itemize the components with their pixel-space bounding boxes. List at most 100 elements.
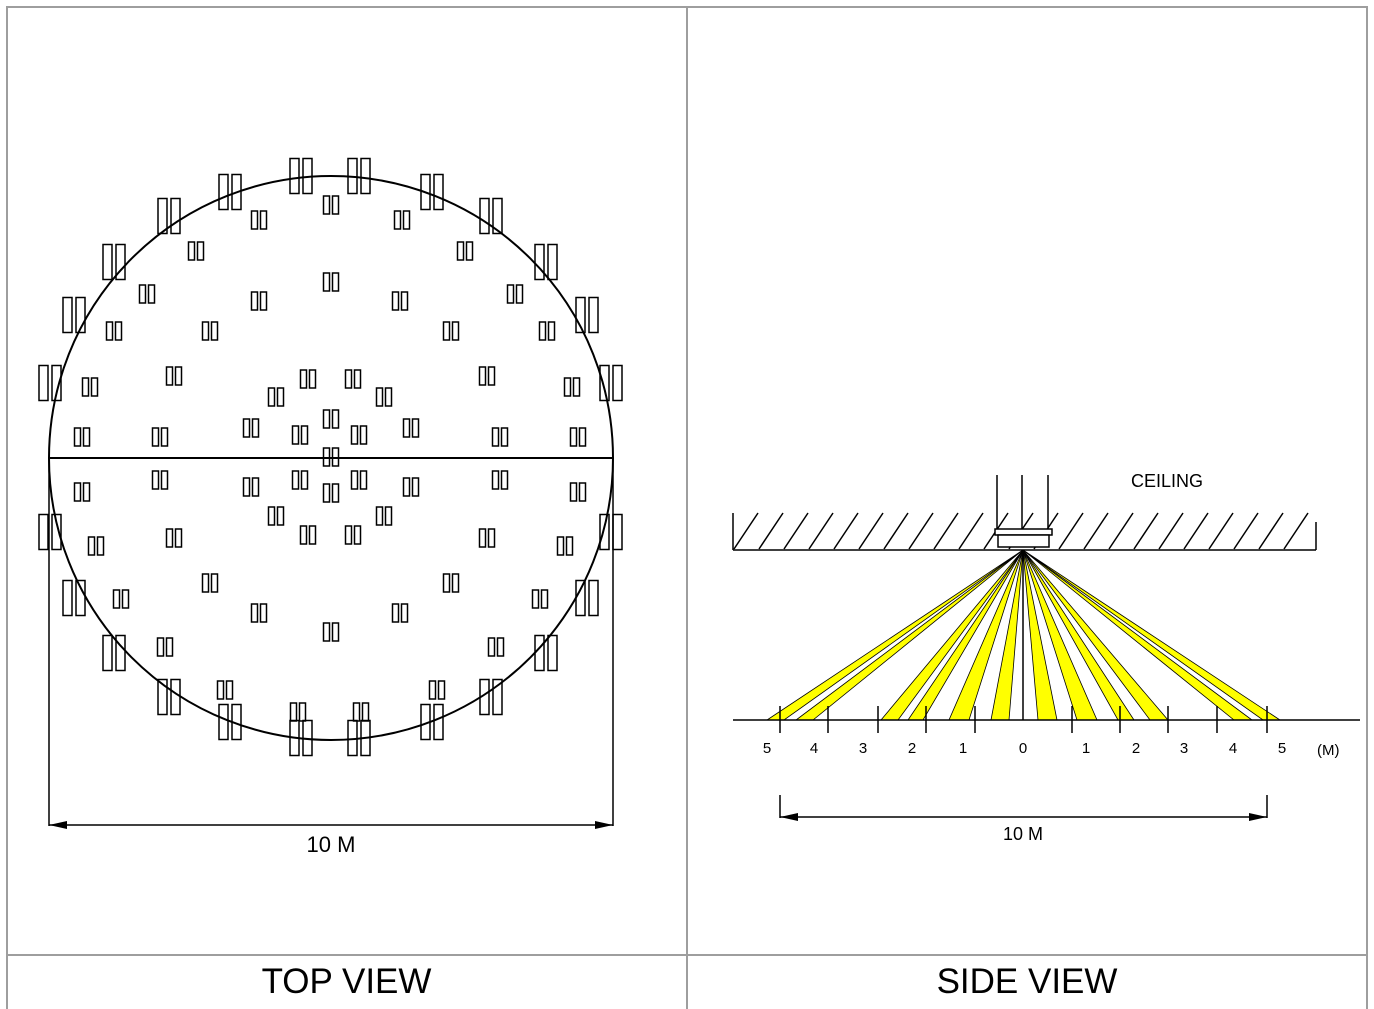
- zone-block-small: [331, 195, 340, 215]
- floor-ticks: [779, 706, 1268, 733]
- zone-block-large: [547, 243, 558, 281]
- zone-block-large: [588, 579, 599, 617]
- zone-block-large: [102, 243, 113, 281]
- zone-block-large: [157, 197, 168, 235]
- zone-block-small: [322, 272, 331, 292]
- scale-label: 3: [1180, 740, 1188, 757]
- zone-block-small: [331, 409, 340, 429]
- zone-block-small: [491, 470, 500, 490]
- scale-label: 2: [1132, 740, 1140, 757]
- hatch-line: [1058, 512, 1084, 550]
- zone-block-small: [391, 291, 400, 311]
- hatch-line: [908, 512, 934, 550]
- zone-block-small: [322, 195, 331, 215]
- zone-block-small: [487, 366, 496, 386]
- panel-frame: [6, 6, 1368, 1009]
- zone-block-small: [331, 272, 340, 292]
- zone-block-small: [112, 589, 121, 609]
- zone-block-small: [442, 321, 451, 341]
- scale-label: 0: [1019, 740, 1027, 757]
- zone-block-small: [165, 637, 174, 657]
- zone-block-large: [62, 579, 73, 617]
- zone-block-small: [456, 241, 465, 261]
- hatch-line: [1133, 512, 1159, 550]
- zone-block-large: [102, 634, 113, 672]
- scale-label: 3: [859, 740, 867, 757]
- scale-label: 1: [1082, 740, 1090, 757]
- zone-block-small: [331, 622, 340, 642]
- zone-block-small: [428, 680, 437, 700]
- zone-block-small: [572, 377, 581, 397]
- zone-block-small: [437, 680, 446, 700]
- zone-block-small: [353, 369, 362, 389]
- zone-block-large: [492, 678, 503, 716]
- zone-block-small: [556, 536, 565, 556]
- zone-block-small: [393, 210, 402, 230]
- zone-block-large: [612, 364, 623, 402]
- zone-block-large: [218, 173, 229, 211]
- zone-block-small: [259, 291, 268, 311]
- zone-block-small: [400, 291, 409, 311]
- dimension-line-side: [779, 795, 1268, 821]
- detection-beam: [765, 549, 1024, 721]
- zone-block-small: [82, 482, 91, 502]
- zone-block-small: [500, 427, 509, 447]
- zone-block-small: [251, 477, 260, 497]
- hatch-line: [733, 512, 759, 550]
- zone-block-small: [73, 427, 82, 447]
- zone-block-large: [75, 579, 86, 617]
- zone-block-large: [51, 513, 62, 551]
- zone-block-large: [534, 634, 545, 672]
- dimension-line-top: [49, 821, 613, 829]
- zone-block-small: [96, 536, 105, 556]
- zone-block-small: [151, 427, 160, 447]
- zone-block-small: [400, 603, 409, 623]
- zone-block-small: [451, 321, 460, 341]
- zone-block-small: [478, 528, 487, 548]
- zone-block-small: [375, 506, 384, 526]
- zone-block-small: [402, 210, 411, 230]
- hatch-line: [1083, 512, 1109, 550]
- hatch-line: [1208, 512, 1234, 550]
- zone-block-small: [259, 603, 268, 623]
- zone-block-small: [478, 366, 487, 386]
- unit-label: (M): [1317, 742, 1340, 759]
- zone-block-small: [300, 425, 309, 445]
- zone-block-small: [187, 241, 196, 261]
- zone-block-small: [322, 622, 331, 642]
- zone-block-small: [121, 589, 130, 609]
- zone-block-small: [259, 210, 268, 230]
- zone-block-small: [344, 525, 353, 545]
- zone-block-small: [105, 321, 114, 341]
- zone-block-small: [491, 427, 500, 447]
- zone-block-small: [359, 425, 368, 445]
- zone-block-small: [299, 369, 308, 389]
- zone-block-small: [300, 470, 309, 490]
- zone-block-large: [289, 157, 300, 195]
- zone-block-small: [500, 470, 509, 490]
- floor-scale-labels: 5 4 3 2 1 0 1 2 3 4 5: [763, 740, 1286, 757]
- zone-block-large: [479, 197, 490, 235]
- zone-block-small: [81, 377, 90, 397]
- top-dimension-label: 10 M: [307, 832, 356, 857]
- zone-block-large: [420, 173, 431, 211]
- top-view-caption: TOP VIEW: [261, 962, 432, 1001]
- zone-block-small: [322, 409, 331, 429]
- zone-block-small: [547, 321, 556, 341]
- scale-label: 5: [763, 740, 771, 757]
- zone-block-small: [384, 506, 393, 526]
- zone-block-small: [138, 284, 147, 304]
- zone-block-large: [492, 197, 503, 235]
- zone-block-small: [210, 573, 219, 593]
- zone-block-small: [174, 528, 183, 548]
- zone-block-small: [82, 427, 91, 447]
- zone-block-small: [465, 241, 474, 261]
- zone-block-small: [322, 483, 331, 503]
- zone-block-large: [170, 678, 181, 716]
- zone-block-small: [298, 702, 307, 722]
- zone-block-small: [291, 470, 300, 490]
- hatch-line: [933, 512, 959, 550]
- scale-label: 5: [1278, 740, 1286, 757]
- zone-block-small: [216, 680, 225, 700]
- zone-block-small: [289, 702, 298, 722]
